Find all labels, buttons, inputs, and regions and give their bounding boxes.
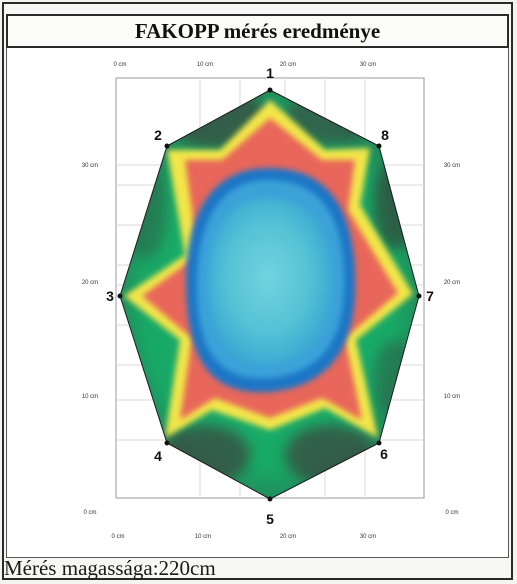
sensor-label-1: 1 [266, 65, 274, 81]
sensor-label-6: 6 [380, 446, 388, 462]
sensor-marker-7 [416, 293, 422, 299]
sensor-label-2: 2 [154, 127, 162, 143]
top-tick-3: 30 cm [360, 62, 376, 68]
sensor-marker-8 [376, 143, 382, 149]
bottom-tick-3: 30 cm [360, 534, 376, 540]
sensor-marker-1 [267, 87, 273, 93]
sensor-marker-5 [267, 496, 273, 502]
sensor-marker-6 [376, 440, 382, 446]
right-tick-10: 10 cm [444, 394, 460, 400]
left-tick-0: 0 cm [83, 510, 96, 516]
left-tick-30: 30 cm [82, 163, 98, 169]
bottom-tick-2: 20 cm [280, 534, 296, 540]
right-tick-20: 20 cm [444, 280, 460, 286]
sensor-label-5: 5 [266, 511, 274, 527]
left-tick-20: 20 cm [82, 280, 98, 286]
sensor-marker-2 [164, 143, 170, 149]
report-title: FAKOPP mérés eredménye [6, 14, 509, 48]
top-tick-1: 10 cm [197, 62, 213, 68]
sensor-markers [117, 87, 422, 502]
top-tick-0: 0 cm [113, 62, 126, 68]
sensor-label-8: 8 [381, 127, 389, 143]
bottom-tick-1: 10 cm [195, 534, 211, 540]
sensor-label-3: 3 [106, 288, 114, 304]
right-tick-30: 30 cm [444, 163, 460, 169]
sensor-marker-4 [164, 440, 170, 446]
bottom-tick-0: 0 cm [111, 534, 124, 540]
sensor-marker-3 [117, 293, 123, 299]
left-tick-10: 10 cm [82, 394, 98, 400]
measurement-height-caption: Mérés magassága:220cm [4, 556, 216, 580]
right-tick-0: 0 cm [445, 510, 458, 516]
sensor-label-4: 4 [154, 448, 162, 464]
top-tick-2: 20 cm [280, 62, 296, 68]
sensor-label-7: 7 [426, 288, 434, 304]
